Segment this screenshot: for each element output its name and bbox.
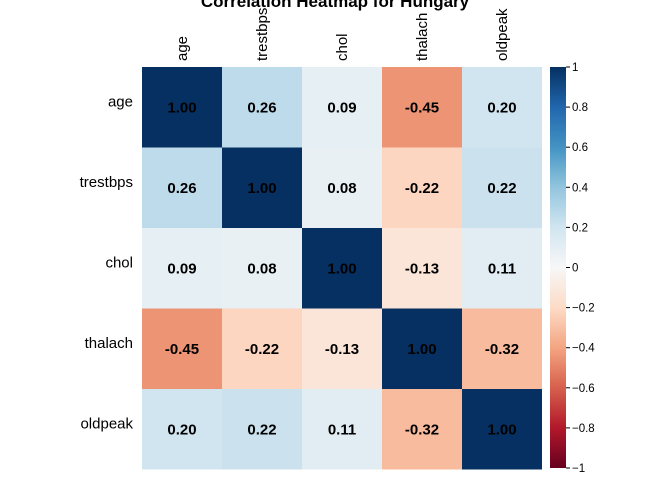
heatmap-cell bbox=[382, 67, 462, 148]
colorbar-tick-label: −0.2 bbox=[572, 303, 595, 315]
heatmap-cell bbox=[302, 228, 382, 309]
heatmap-cell bbox=[142, 67, 222, 148]
heatmap-cell bbox=[462, 228, 542, 309]
heatmap-value-labels: 1.00 0.26 0.09 -0.45 0.20 0.26 1.00 0.08 -0.22 0.… bbox=[165, 99, 519, 438]
cell-value-label: -0.45 bbox=[165, 341, 199, 358]
cell-value-label: 1.00 bbox=[407, 341, 436, 358]
colorbar-tick-label: 0.8 bbox=[572, 102, 588, 114]
cell-value-label: -0.13 bbox=[325, 341, 359, 358]
chart-title: Correlation Heatmap for Hungary bbox=[201, 0, 470, 11]
colorbar-tick-label: −1 bbox=[572, 463, 585, 475]
column-label-age: age bbox=[174, 36, 191, 61]
heatmap-cell bbox=[382, 147, 462, 228]
heatmap-cell bbox=[462, 147, 542, 228]
heatmap-cell bbox=[222, 228, 302, 309]
heatmap-cell bbox=[302, 308, 382, 389]
cell-value-label: -0.45 bbox=[405, 99, 439, 116]
cell-value-label: 1.00 bbox=[487, 421, 516, 438]
cell-value-label: 0.22 bbox=[487, 180, 516, 197]
cell-value-label: 1.00 bbox=[167, 99, 196, 116]
colorbar-tick-label: −0.6 bbox=[572, 383, 595, 395]
heatmap-cell bbox=[222, 67, 302, 148]
heatmap-cell bbox=[302, 67, 382, 148]
cell-value-label: 0.22 bbox=[247, 421, 276, 438]
heatmap-cell bbox=[382, 228, 462, 309]
heatmap-cell bbox=[382, 389, 462, 470]
heatmap-cell bbox=[382, 308, 462, 389]
cell-value-label: 0.20 bbox=[167, 421, 196, 438]
heatmap-cell bbox=[222, 389, 302, 470]
cell-value-label: -0.32 bbox=[405, 421, 439, 438]
cell-value-label: 0.26 bbox=[167, 180, 196, 197]
column-label-thalach: thalach bbox=[414, 13, 431, 61]
colorbar-tick-label: 1 bbox=[572, 62, 578, 74]
cell-value-label: 0.08 bbox=[247, 260, 276, 277]
heatmap-cells bbox=[142, 67, 542, 470]
colorbar-gradient bbox=[550, 67, 566, 468]
heatmap-cell bbox=[142, 147, 222, 228]
row-labels: age trestbps chol thalach oldpeak bbox=[80, 93, 134, 432]
cell-value-label: 0.20 bbox=[487, 99, 516, 116]
colorbar-tick-label: 0.4 bbox=[572, 182, 589, 194]
colorbar-tick-label: −0.8 bbox=[572, 423, 595, 435]
heatmap-cell bbox=[222, 147, 302, 228]
cell-value-label: 1.00 bbox=[247, 180, 276, 197]
heatmap-cell bbox=[462, 389, 542, 470]
heatmap-cell bbox=[302, 147, 382, 228]
cell-value-label: 0.08 bbox=[327, 180, 356, 197]
heatmap-cell bbox=[142, 389, 222, 470]
cell-value-label: 0.11 bbox=[488, 260, 516, 277]
heatmap-cell bbox=[462, 67, 542, 148]
colorbar-tick-label: 0 bbox=[572, 263, 578, 275]
cell-value-label: -0.32 bbox=[485, 341, 519, 358]
heatmap-cell bbox=[222, 308, 302, 389]
heatmap-cell bbox=[302, 389, 382, 470]
row-label-trestbps: trestbps bbox=[80, 174, 133, 191]
column-label-oldpeak: oldpeak bbox=[494, 8, 511, 61]
cell-value-label: -0.13 bbox=[405, 260, 439, 277]
column-label-trestbps: trestbps bbox=[254, 8, 271, 61]
cell-value-label: -0.22 bbox=[245, 341, 279, 358]
colorbar: 1 0.8 0.6 0.4 0.2 0 −0.2 −0.4 −0.6 −0.8 −1 bbox=[550, 62, 595, 475]
row-label-oldpeak: oldpeak bbox=[80, 415, 133, 432]
cell-value-label: 0.09 bbox=[167, 260, 196, 277]
heatmap-cell bbox=[142, 228, 222, 309]
row-label-chol: chol bbox=[105, 254, 133, 271]
cell-value-label: 0.26 bbox=[247, 99, 276, 116]
colorbar-tick-label: 0.6 bbox=[572, 142, 588, 154]
cell-value-label: 0.11 bbox=[328, 421, 356, 438]
column-labels: age trestbps chol thalach oldpeak bbox=[174, 8, 511, 61]
cell-value-label: 0.09 bbox=[327, 99, 356, 116]
heatmap-cell bbox=[462, 308, 542, 389]
cell-value-label: 1.00 bbox=[327, 260, 356, 277]
heatmap-cell bbox=[142, 308, 222, 389]
colorbar-tick-label: −0.4 bbox=[572, 343, 595, 355]
column-label-chol: chol bbox=[334, 33, 351, 61]
colorbar-tick-label: 0.2 bbox=[572, 222, 588, 234]
cell-value-label: -0.22 bbox=[405, 180, 439, 197]
row-label-thalach: thalach bbox=[85, 335, 133, 352]
row-label-age: age bbox=[108, 93, 133, 110]
